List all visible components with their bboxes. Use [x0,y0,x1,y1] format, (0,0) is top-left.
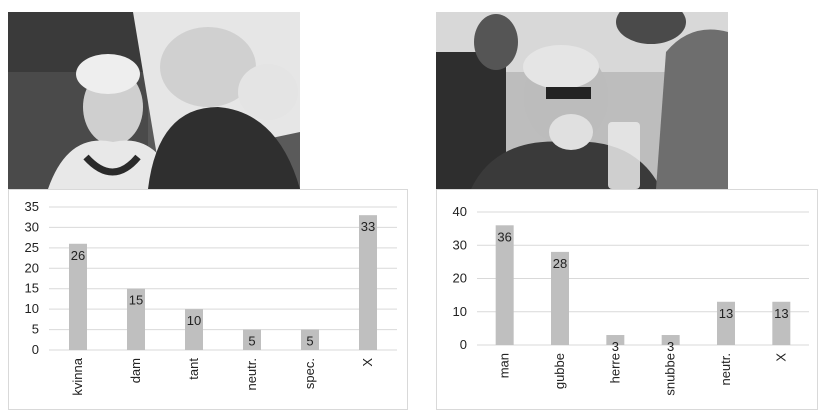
y-tick-label: 20 [25,260,39,275]
x-tick-label: X [773,353,788,362]
y-tick-label: 10 [25,301,39,316]
chart-women-terms: 0 5 10 15 20 25 30 35 26 kvinna 15 dam 10 tant 5 neutr.… [8,189,408,410]
chart-men-terms: 0 10 20 30 40 36 man 28 gubbe 3 herre 3 snubbe 13 neut… [436,189,818,410]
bar-gubbe [551,251,569,345]
data-label: 13 [719,306,733,321]
y-tick-label: 20 [453,271,467,286]
x-tick-label: snubbe [663,353,678,396]
data-label: 10 [187,313,201,328]
photo-elderly-woman-icon [8,12,300,189]
bar-dam [127,288,145,350]
y-tick-label: 30 [453,237,467,252]
data-label: 3 [667,339,674,354]
x-tick-label: dam [128,358,143,383]
y-tick-label: 0 [460,337,467,352]
data-label: 3 [612,339,619,354]
bar-x [359,215,377,350]
photo-elderly-woman [8,12,300,189]
data-label: 5 [306,334,313,349]
bar-neutr [243,329,261,350]
y-tick-label: 25 [25,240,39,255]
y-tick-label: 30 [25,219,39,234]
bar-man [495,225,514,345]
bar-neutr [717,301,735,345]
bar-kvinna [69,243,87,350]
photo-elderly-man [436,12,728,189]
x-tick-label: X [360,358,375,367]
photo-elderly-man-icon [436,12,728,189]
data-label: 33 [361,219,375,234]
x-tick-label: gubbe [552,353,567,389]
x-tick-label: tant [186,358,201,380]
data-label: 26 [71,248,85,263]
x-tick-label: neutr. [718,353,733,386]
bar-chart-left: 0 5 10 15 20 25 30 35 26 kvinna 15 dam 10 tant 5 neutr.… [25,199,397,396]
data-label: 5 [248,334,255,349]
data-label: 15 [129,293,143,308]
bar-chart-right: 01020304036man28gubbe3herre3snubbe13neut… [453,204,809,396]
data-label: 28 [553,256,567,271]
y-tick-label: 10 [453,304,467,319]
y-tick-label: 35 [25,199,39,214]
x-tick-label: kvinna [70,357,85,395]
x-tick-label: spec. [302,358,317,389]
bar-herre [606,335,625,345]
bar-snubbe [661,335,680,345]
y-tick-label: 0 [32,342,39,357]
x-tick-label: herre [607,353,622,383]
x-tick-label: neutr. [244,358,259,391]
bar-x [772,301,791,345]
x-tick-label: man [497,353,512,378]
data-label: 36 [497,229,511,244]
bar-tant [185,309,203,350]
y-tick-label: 15 [25,281,39,296]
bar-spec [301,329,319,350]
y-tick-label: 5 [32,322,39,337]
data-label: 13 [774,306,788,321]
y-tick-label: 40 [453,204,467,219]
